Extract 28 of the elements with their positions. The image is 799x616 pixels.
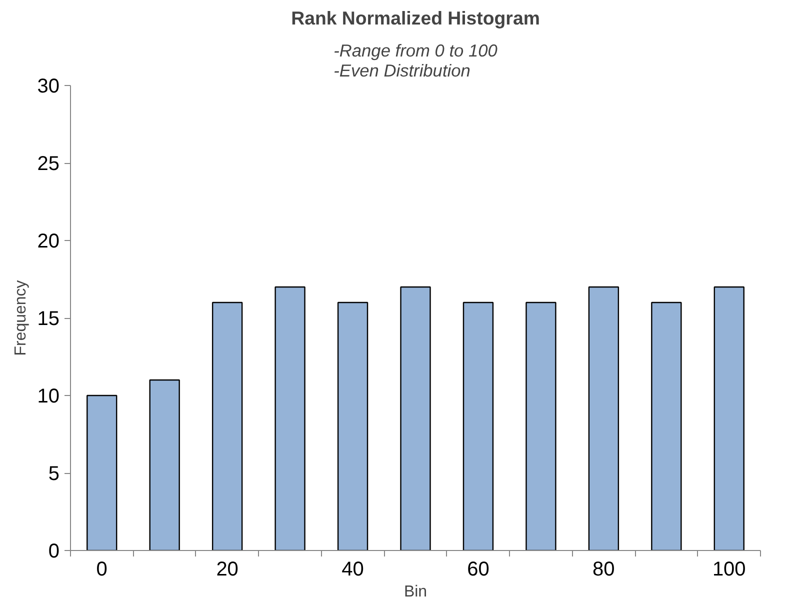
x-axis-title: Bin — [404, 584, 428, 600]
chart-title: Rank Normalized Histogram — [291, 8, 540, 28]
x-tick-label: 20 — [216, 558, 238, 580]
y-axis-title: Frequency — [12, 280, 30, 356]
y-tick-label: 15 — [37, 308, 60, 330]
bar — [651, 302, 682, 550]
bar — [714, 286, 744, 550]
y-tick-label: 20 — [37, 230, 60, 252]
bar — [274, 286, 306, 550]
bar — [212, 302, 243, 550]
y-tick-label: 25 — [37, 153, 60, 175]
y-tick-label: 10 — [37, 386, 60, 408]
bar — [400, 286, 431, 550]
y-tick-label: 30 — [37, 76, 60, 98]
x-tick-label: 60 — [467, 558, 490, 580]
chart-subtitle: -Range from 0 to 100 -Even Distribution — [334, 40, 498, 80]
bar — [86, 394, 118, 550]
y-tick-label: 5 — [48, 463, 60, 485]
bar — [462, 302, 494, 550]
x-tick-label: 100 — [712, 558, 746, 580]
bar — [337, 302, 368, 550]
x-tick-label: 80 — [592, 558, 615, 580]
y-tick-label: 0 — [48, 540, 60, 562]
bar — [149, 379, 180, 550]
x-tick-label: 0 — [96, 558, 108, 580]
bar — [526, 302, 556, 550]
x-tick-label: 40 — [342, 558, 364, 580]
bar — [588, 286, 620, 550]
